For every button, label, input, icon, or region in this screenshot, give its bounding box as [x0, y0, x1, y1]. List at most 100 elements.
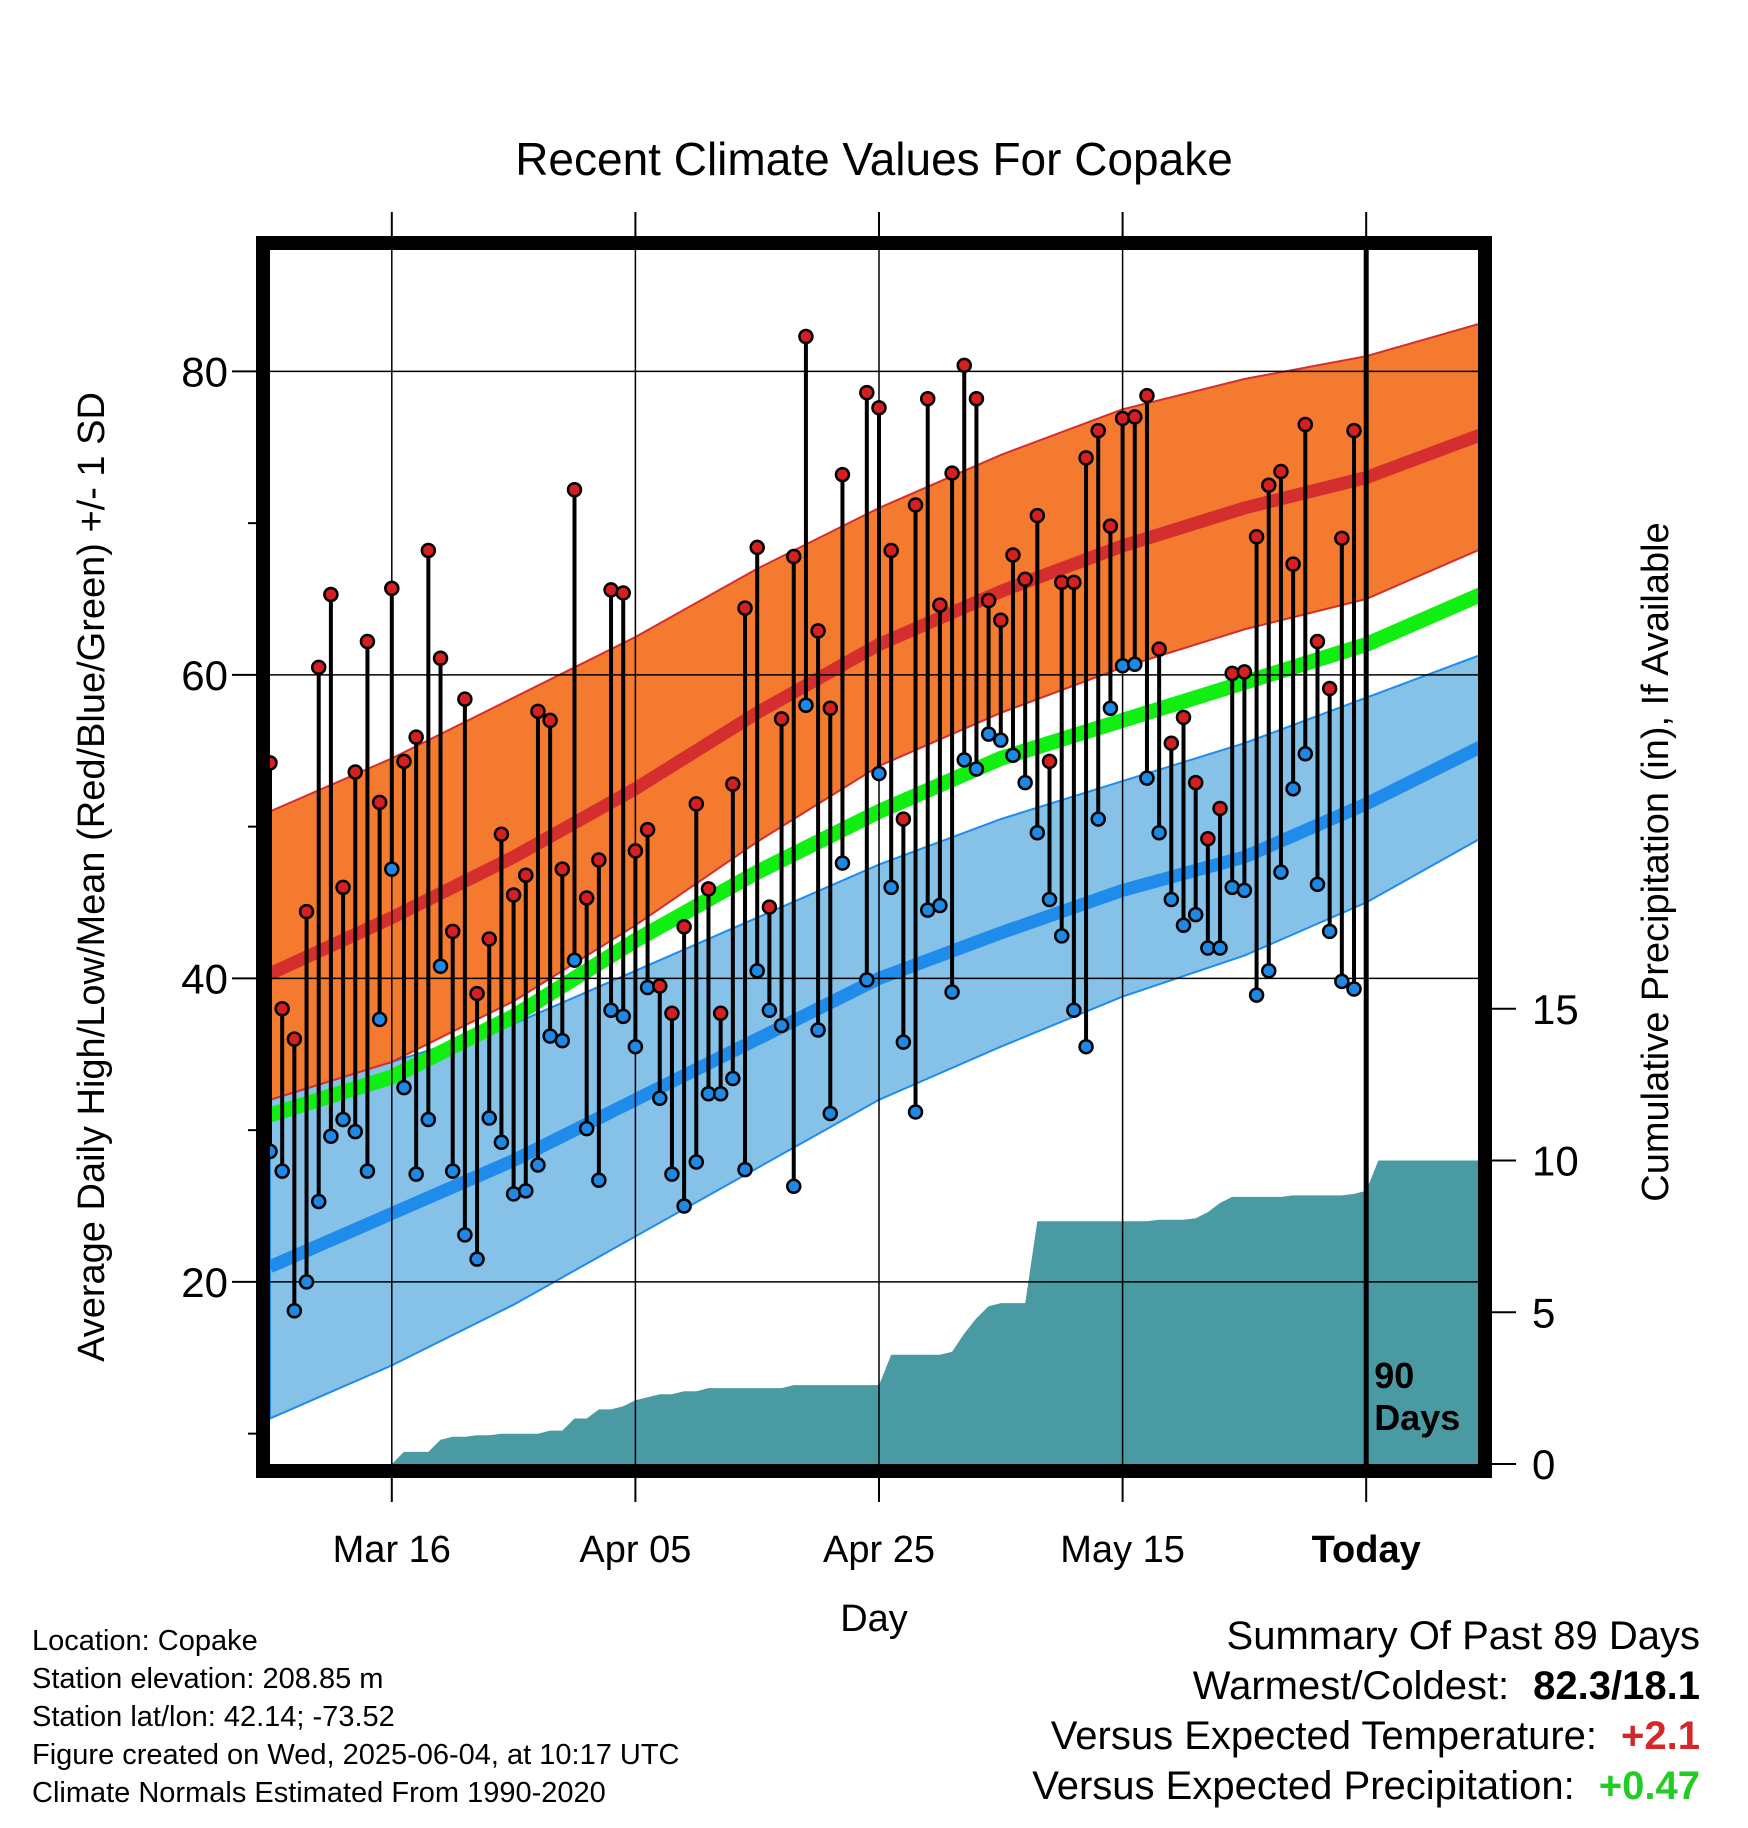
daily-high-point	[1017, 571, 1033, 588]
x-tick-label: Mar 16	[333, 1529, 451, 1571]
daily-low-point	[530, 1157, 546, 1173]
daily-high-point	[737, 600, 753, 616]
daily-low-point	[737, 1161, 753, 1178]
daily-high-point	[591, 852, 607, 868]
y2-tick-label: 10	[1532, 1138, 1579, 1185]
daily-high-point	[518, 867, 534, 883]
daily-high-point	[615, 585, 631, 601]
daily-high-point	[810, 623, 826, 639]
daily-low-point	[505, 1186, 522, 1202]
daily-high-point	[956, 357, 973, 374]
daily-low-point	[1139, 770, 1155, 786]
daily-low-point	[1090, 811, 1106, 827]
x-tick-label: Apr 25	[823, 1529, 935, 1571]
daily-low-point	[834, 855, 851, 871]
daily-low-point	[859, 972, 875, 988]
daily-low-point	[270, 1143, 278, 1160]
daily-low-point	[907, 1104, 924, 1120]
daily-low-point	[725, 1070, 741, 1087]
daily-high-point	[1346, 422, 1362, 439]
daily-high-point	[274, 1001, 290, 1017]
daily-low-point	[1005, 747, 1021, 764]
daily-high-point	[444, 923, 461, 940]
daily-high-point	[542, 712, 558, 729]
daily-low-point	[1163, 891, 1180, 908]
daily-low-point	[396, 1079, 412, 1096]
today-days-label: 90 Days	[1374, 1355, 1460, 1438]
daily-high-point	[335, 879, 351, 896]
daily-low-point	[932, 897, 948, 914]
precip-area	[270, 1160, 1478, 1464]
y-tick-label: 20	[181, 1259, 228, 1306]
plot-area: 90 Days 20 40 60 80 Mar 16 Apr 05 Apr 25 May 15 To…	[71, 212, 1677, 1571]
daily-low-point	[773, 1017, 790, 1034]
daily-low-point	[895, 1034, 912, 1050]
daily-high-point	[919, 390, 936, 407]
daily-low-point	[591, 1172, 607, 1188]
precip-value: +0.47	[1598, 1764, 1700, 1808]
daily-high-point	[1114, 410, 1131, 427]
daily-high-point	[310, 659, 327, 676]
daily-high-point	[1175, 709, 1192, 726]
y-tick-label: 40	[181, 955, 228, 1002]
created-text: Figure created on Wed, 2025-06-04, at 10…	[32, 1739, 680, 1771]
daily-low-point	[347, 1123, 364, 1140]
daily-high-point	[993, 612, 1009, 629]
daily-high-point	[871, 400, 887, 416]
warmest-value: 82.3/18.1	[1533, 1664, 1700, 1708]
summary-heading: Summary Of Past 89 Days	[1226, 1614, 1700, 1658]
daily-high-point	[907, 497, 924, 513]
daily-high-point	[1285, 556, 1301, 572]
daily-high-point	[1066, 574, 1082, 591]
daily-low-point	[1127, 656, 1143, 673]
daily-high-point	[432, 650, 449, 666]
daily-low-point	[1175, 917, 1192, 934]
x-axis-label: Day	[840, 1598, 908, 1640]
daily-low-point	[712, 1085, 729, 1102]
daily-high-point	[298, 903, 315, 920]
daily-low-point	[603, 1002, 619, 1019]
daily-low-point	[457, 1227, 473, 1243]
summary-warmest: Warmest/Coldest: 82.3/18.1	[1193, 1664, 1700, 1709]
daily-high-point	[1102, 518, 1119, 534]
daily-low-point	[298, 1274, 315, 1290]
daily-high-point	[323, 586, 339, 603]
daily-low-point	[1151, 824, 1167, 841]
daily-low-point	[323, 1128, 339, 1144]
daily-low-point	[1102, 700, 1119, 717]
daily-high-point	[968, 390, 985, 407]
daily-high-point	[359, 633, 376, 650]
daily-low-point	[1236, 882, 1253, 899]
daily-high-point	[1236, 664, 1253, 680]
daily-low-point	[566, 952, 583, 968]
daily-high-point	[688, 796, 705, 812]
daily-high-point	[1090, 422, 1106, 439]
daily-low-point	[469, 1251, 485, 1267]
daily-high-point	[603, 582, 619, 598]
daily-high-point	[578, 890, 595, 906]
daily-low-point	[1248, 987, 1265, 1003]
daily-low-point	[274, 1163, 290, 1179]
daily-high-point	[530, 703, 546, 720]
daily-high-point	[725, 776, 741, 792]
daily-low-point	[335, 1111, 351, 1128]
daily-low-point	[1273, 864, 1289, 880]
y2-tick-label: 0	[1532, 1441, 1555, 1488]
daily-high-point	[1163, 735, 1180, 751]
daily-low-point	[883, 879, 899, 896]
daily-high-point	[712, 1005, 729, 1022]
daily-low-point	[1346, 981, 1362, 997]
precip-label: Versus Expected Precipitation:	[1032, 1764, 1575, 1808]
temp-value: +2.1	[1621, 1714, 1700, 1758]
y2-tick-label: 5	[1532, 1289, 1555, 1336]
daily-high-point	[1261, 477, 1277, 493]
daily-low-point	[1053, 928, 1070, 944]
daily-high-point	[1297, 416, 1314, 433]
daily-high-point	[859, 384, 875, 401]
daily-low-point	[1212, 940, 1228, 956]
daily-high-point	[1127, 409, 1143, 425]
daily-high-point	[749, 539, 765, 556]
daily-low-point	[615, 1008, 631, 1025]
daily-high-point	[980, 592, 997, 609]
